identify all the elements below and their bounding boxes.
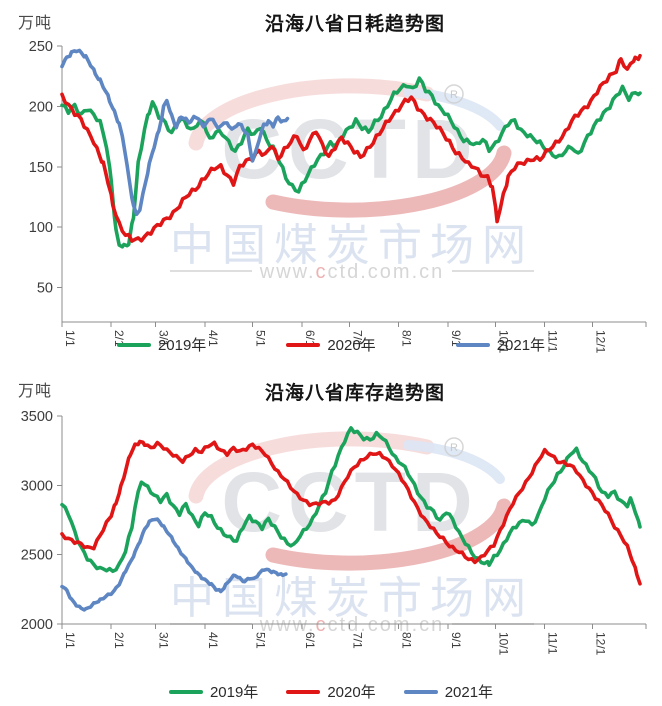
- series-2020: [60, 439, 642, 586]
- x-tick-label: 4/1: [206, 632, 220, 649]
- legend-label: 2019年: [209, 684, 259, 701]
- x-tick-label: 1/1: [63, 632, 77, 649]
- x-tick-label: 8/1: [400, 632, 414, 649]
- x-tick-label: 3/1: [157, 330, 171, 347]
- legend-swatch-2021: [403, 689, 438, 694]
- x-tick-label: 2/1: [112, 632, 126, 649]
- legend-label: 2021年: [444, 684, 494, 701]
- x-tick-label: 7/1: [350, 632, 364, 649]
- registered-mark-icon: [444, 84, 464, 104]
- axes: [61, 46, 646, 323]
- logo-lower-swoosh: [265, 145, 512, 218]
- legend-item-2019: 2019年: [168, 681, 259, 702]
- legend-label: 2019年: [157, 337, 207, 353]
- inventory-chart-section: 万吨 沿海八省库存趋势图 CCTD R 中国煤炭市场网 www.cctd.com.cn…: [0, 353, 662, 706]
- y-tick-label: 100: [29, 220, 53, 236]
- legend-swatch-2019: [168, 689, 203, 694]
- y-tick-label: 3000: [21, 478, 53, 494]
- y-tick-label: 200: [29, 99, 53, 115]
- axes: [61, 416, 646, 625]
- legend-swatch-2020: [286, 342, 321, 347]
- registered-mark-icon: [444, 437, 464, 457]
- x-tick-label: 11/1: [546, 330, 560, 353]
- watermark-site-url: www.cctd.com.cn: [259, 614, 445, 636]
- y-tick-label: 150: [29, 160, 53, 176]
- logo-blue-swoosh: [403, 87, 505, 131]
- legend-item-2021: 2021年: [455, 334, 546, 353]
- y-tick-label: 2500: [21, 548, 53, 564]
- x-tick-label: 5/1: [254, 330, 268, 347]
- watermark-site-url: www.cctd.com.cn: [259, 261, 445, 283]
- legend-label: 2021年: [496, 337, 546, 353]
- x-tick-label: 1/1: [63, 330, 77, 347]
- legend-label: 2020年: [327, 337, 376, 353]
- y-axis-unit-label: 万吨: [18, 15, 53, 32]
- legend-swatch-2019: [116, 342, 151, 347]
- x-tick-label: 11/1: [546, 632, 560, 655]
- watermark-site-name: 中国煤炭市场网: [170, 221, 534, 270]
- legend-item-2019: 2019年: [116, 334, 207, 353]
- legend-item-2021: 2021年: [403, 681, 494, 702]
- registered-mark-letter: R: [450, 442, 458, 454]
- legend-item-2020: 2020年: [286, 681, 376, 702]
- chart-title-daily-consumption: 沿海八省日耗趋势图: [264, 14, 445, 35]
- x-tick-label: 12/1: [593, 330, 607, 353]
- series-2021: [60, 48, 290, 217]
- logo-letters: CCTD: [221, 102, 478, 196]
- logo-lower-swoosh: [265, 498, 512, 571]
- tick-marks: [57, 415, 647, 629]
- legend-swatch-2020: [286, 689, 321, 694]
- series-2019: [60, 76, 642, 249]
- x-tick-label: 8/1: [400, 330, 414, 347]
- y-tick-label: 250: [29, 39, 53, 55]
- y-tick-label: 3500: [21, 409, 53, 425]
- x-tick-label: 9/1: [449, 632, 463, 649]
- series-2021: [60, 517, 288, 612]
- chart-title-inventory: 沿海八省库存趋势图: [264, 383, 445, 404]
- x-tick-label: 10/1: [497, 330, 511, 353]
- x-tick-label: 12/1: [593, 632, 607, 656]
- legend-label: 2020年: [327, 684, 376, 701]
- x-tick-label: 3/1: [157, 632, 171, 649]
- x-tick-label: 7/1: [350, 330, 364, 347]
- legend-inventory: 2019年 2020年 2021年: [0, 681, 662, 702]
- daily-consumption-chart-section: 万吨 沿海八省日耗趋势图 CCTD R 中国煤炭市场网 www.cctd.com.cn…: [0, 14, 662, 353]
- y-tick-label: 50: [37, 281, 53, 297]
- logo-blue-swoosh: [403, 440, 505, 484]
- legend-item-2020: 2020年: [286, 334, 376, 353]
- y-axis-unit-label: 万吨: [18, 383, 53, 400]
- y-tick-label: 2000: [21, 617, 53, 633]
- x-tick-label: 10/1: [497, 632, 511, 656]
- x-tick-label: 4/1: [206, 330, 220, 347]
- registered-mark-letter: R: [450, 89, 458, 101]
- legend-daily-consumption: 2019年 2020年 2021年: [0, 334, 662, 353]
- legend-swatch-2021: [455, 342, 490, 347]
- tick-labels: 2000 2500 3000 3500 1/1 2/1 3/1 4/1 5/1 6/1 7/1 8/1…: [21, 409, 608, 656]
- series-2019: [60, 426, 642, 574]
- logo-letters: CCTD: [221, 455, 478, 549]
- x-tick-label: 6/1: [303, 632, 317, 649]
- x-tick-label: 5/1: [254, 632, 268, 649]
- series-2020: [60, 53, 642, 243]
